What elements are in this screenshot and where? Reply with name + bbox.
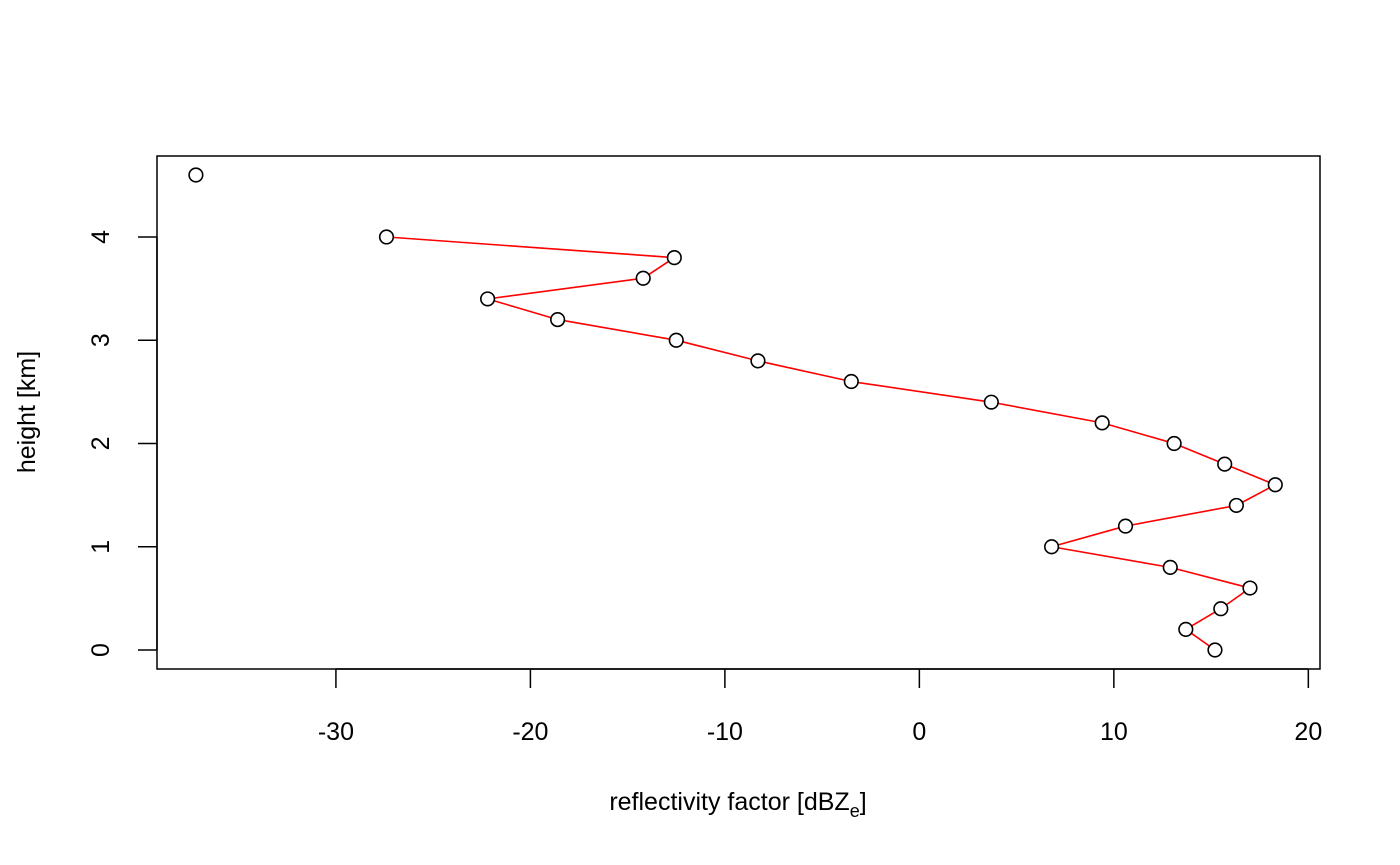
data-point [1117,518,1134,534]
data-point [1267,477,1283,493]
line-segment [1175,568,1245,588]
line-segment [392,236,669,258]
x-axis-title-suffix: ] [860,788,867,816]
data-point [188,167,204,183]
line-segment [493,299,553,319]
y-tick-label: 4 [87,230,115,244]
data-point [668,332,684,348]
data-point [843,373,859,390]
x-tick-label: -30 [318,718,354,746]
data-point [983,394,999,410]
x-tick-label: -10 [707,718,743,746]
line-segment [1190,632,1211,648]
data-point [1242,580,1258,596]
line-segment [763,361,846,382]
x-axis-title: reflectivity factor [dBZe] [609,788,866,821]
line-segment [1179,445,1220,463]
x-tick-label: 0 [912,718,926,746]
x-axis-title-subscript: e [850,801,860,821]
x-tick-label: 20 [1294,718,1322,746]
line-segment [997,402,1097,423]
data-point [1094,415,1110,431]
line-segment [1190,611,1217,627]
data-point [1217,456,1233,472]
line-segment [857,381,986,403]
y-axis: 0 1 2 3 4 [87,230,158,657]
series [188,167,1283,658]
x-tick-label: -20 [512,718,548,746]
line-segment [681,340,753,361]
y-axis-title: height [km] [13,351,41,473]
y-tick-label: 2 [87,437,115,451]
data-point [480,291,496,307]
data-point [1162,559,1178,575]
data-point [750,353,766,369]
x-axis: -30 -20 -10 0 10 20 [318,668,1322,746]
line-segment [1131,505,1231,526]
line-segment [1107,423,1169,443]
line-segment [1241,486,1271,504]
x-tick-label: 10 [1100,718,1128,746]
data-point [378,229,395,245]
data-point [1044,539,1060,555]
line-segment [1225,590,1246,606]
plot-frame [156,155,1321,670]
data-point [1213,601,1229,617]
line-segment [493,278,638,299]
line-segment [647,260,670,276]
line-segment [1057,546,1165,568]
data-point [666,250,682,266]
data-point [550,311,566,328]
y-tick-label: 0 [87,643,115,657]
data-point [1207,642,1223,658]
data-point [1228,497,1244,514]
y-tick-label: 3 [87,333,115,347]
line-segment [563,319,671,340]
y-tick-label: 1 [87,540,115,554]
data-point [635,270,651,286]
data-point [1178,621,1194,637]
data-point [1166,435,1182,452]
line-segment [1229,465,1271,484]
line-segment [1057,526,1120,546]
